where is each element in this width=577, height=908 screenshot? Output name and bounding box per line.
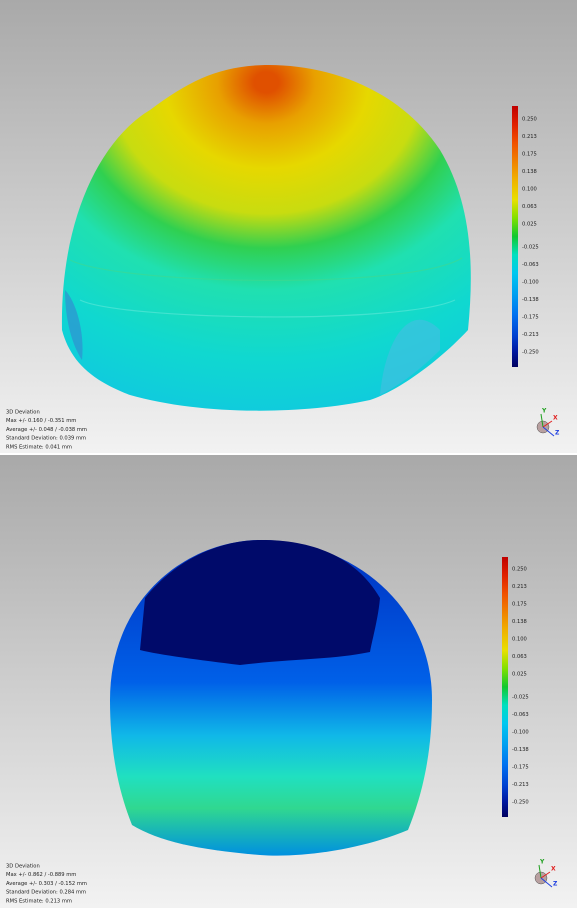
axis-label: X — [551, 866, 556, 873]
legend-label: 0.175 — [522, 152, 537, 158]
stats-line: Max +/- 0.160 / -0.351 mm — [6, 418, 76, 424]
legend-label: 0.063 — [512, 654, 527, 660]
axis-label: X — [553, 415, 558, 422]
axis-label: Z — [555, 430, 560, 437]
legend-label: -0.175 — [512, 765, 529, 771]
legend-label: -0.025 — [522, 245, 539, 251]
color-bar — [502, 557, 508, 817]
legend-label: -0.100 — [522, 280, 539, 286]
legend-label: -0.063 — [512, 712, 529, 718]
axis-arrow — [540, 877, 553, 888]
legend-label: -0.138 — [512, 747, 529, 753]
stats-line: RMS Estimate: 0.041 mm — [6, 444, 72, 450]
axis-label: Y — [539, 859, 545, 866]
stats-line: Max +/- 0.862 / -0.889 mm — [6, 872, 76, 878]
legend-label: 0.138 — [512, 619, 527, 625]
legend-label: 0.175 — [512, 602, 527, 608]
legend-label: 0.063 — [522, 204, 537, 210]
ring — [69, 257, 463, 281]
axis-label: Y — [541, 408, 547, 415]
cap — [140, 540, 380, 665]
axis-arrow — [540, 413, 544, 428]
legend-label: 0.100 — [522, 187, 537, 193]
legend-label: 0.025 — [512, 672, 527, 678]
legend-label: -0.138 — [522, 297, 539, 303]
axis-arrow — [542, 426, 555, 437]
legend-label: -0.025 — [512, 695, 529, 701]
stats-title: 3D Deviation — [6, 864, 40, 870]
ring — [79, 299, 456, 318]
stats-line: Average +/- 0.048 / -0.038 mm — [6, 427, 87, 433]
stats-line: RMS Estimate: 0.213 mm — [6, 898, 72, 904]
legend-label: -0.213 — [522, 332, 539, 338]
stats-line: Standard Deviation: 0.039 mm — [6, 436, 86, 442]
deviation-surface — [61, 64, 471, 411]
legend-label: 0.100 — [512, 637, 527, 643]
legend-label: -0.250 — [522, 350, 539, 356]
axis-arrow — [538, 864, 542, 879]
cutout — [65, 290, 83, 360]
legend-label: -0.175 — [522, 315, 539, 321]
legend-label: -0.213 — [512, 782, 529, 788]
legend-label: 0.213 — [512, 584, 527, 590]
legend-label: 0.250 — [512, 567, 527, 573]
legend-label: 0.250 — [522, 117, 537, 123]
legend-label: 0.213 — [522, 134, 537, 140]
axis-arrow — [540, 871, 551, 879]
legend-label: 0.025 — [522, 222, 537, 228]
axis-label: Z — [553, 881, 558, 888]
stats-line: Standard Deviation: 0.284 mm — [6, 890, 86, 896]
stats-line: Average +/- 0.303 / -0.152 mm — [6, 881, 87, 887]
color-bar — [512, 106, 518, 367]
axis-arrow — [542, 420, 553, 428]
legend-label: -0.100 — [512, 730, 529, 736]
cutout — [380, 319, 440, 395]
stats-title: 3D Deviation — [6, 410, 40, 416]
legend-label: -0.063 — [522, 262, 539, 268]
legend-label: -0.250 — [512, 800, 529, 806]
legend-label: 0.138 — [522, 169, 537, 175]
